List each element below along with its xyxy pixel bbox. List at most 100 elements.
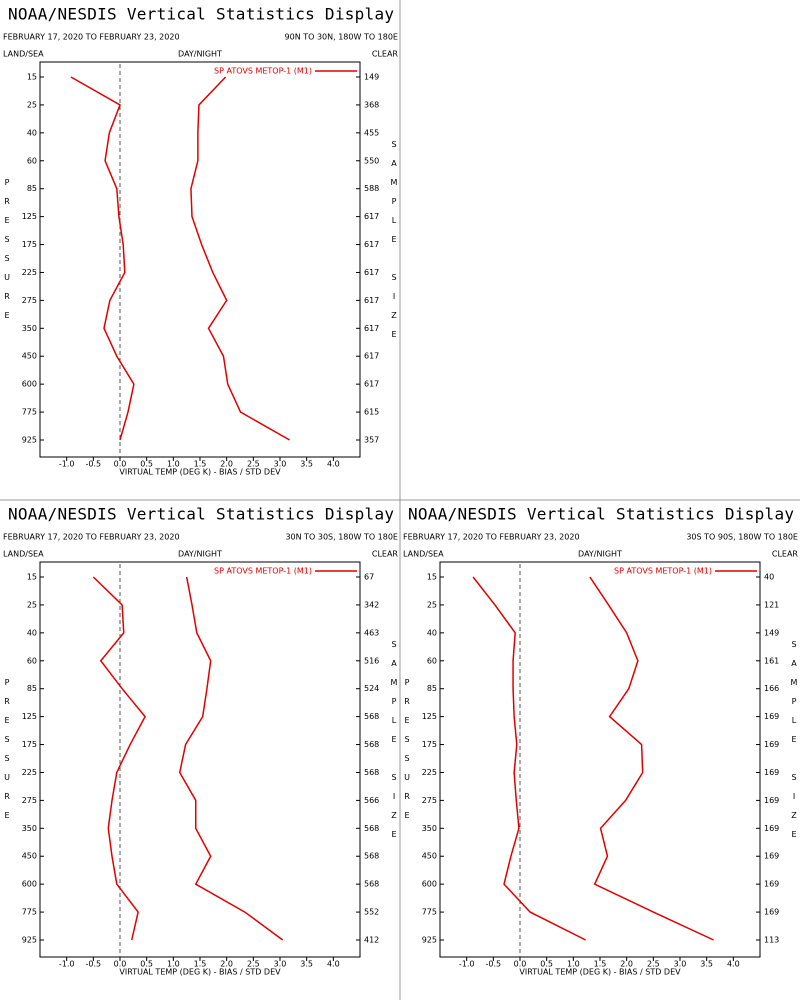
y-tick-label: 600	[422, 880, 437, 889]
sample-size: 588	[364, 184, 379, 193]
x-tick-label: 3.0	[274, 460, 287, 469]
y-tick-label: 40	[27, 128, 37, 137]
sample-size: 113	[764, 936, 779, 945]
date-range: FEBRUARY 17, 2020 TO FEBRUARY 23, 2020	[3, 533, 180, 542]
y-tick-label: 40	[427, 628, 437, 637]
sample-size: 368	[364, 100, 379, 109]
panel: NOAA/NESDIS Vertical Statistics Display F…	[3, 505, 399, 977]
filter-label: LAND/SEA	[403, 550, 444, 559]
x-tick-label: 1.5	[194, 460, 207, 469]
sample-size: 617	[364, 212, 379, 221]
x-tick-label: 0.0	[514, 960, 527, 969]
y-tick-label: 600	[22, 380, 37, 389]
x-tick-label: 1.5	[194, 960, 207, 969]
panel-title: NOAA/NESDIS Vertical Statistics Display	[408, 505, 794, 524]
y-tick-label: 15	[427, 573, 437, 582]
y-tick-label: 925	[22, 436, 37, 445]
x-tick-label: 0.5	[540, 960, 553, 969]
y-tick-label: 275	[422, 796, 437, 805]
sample-size: 169	[764, 796, 779, 805]
y-tick-label: 40	[27, 628, 37, 637]
bias-line	[92, 576, 146, 941]
filter-label: LAND/SEA	[3, 50, 44, 59]
sample-size: 342	[364, 600, 379, 609]
y-tick-label: 85	[27, 184, 37, 193]
y-tick-label: 350	[22, 324, 37, 333]
x-tick-label: 2.0	[220, 460, 233, 469]
sample-size: 568	[364, 824, 379, 833]
panel: NOAA/NESDIS Vertical Statistics Display F…	[3, 5, 399, 477]
y-tick-label: 225	[422, 768, 437, 777]
sample-size: 40	[764, 573, 774, 582]
y-tick-label: 925	[22, 936, 37, 945]
panel-title: NOAA/NESDIS Vertical Statistics Display	[8, 505, 394, 524]
x-axis-label: VIRTUAL TEMP (DEG K) - BIAS / STD DEV	[119, 968, 281, 977]
y-tick-label: 125	[422, 712, 437, 721]
x-tick-label: 3.5	[300, 960, 313, 969]
y-axis-label: PRESSURE	[403, 678, 412, 830]
y-tick-label: 25	[427, 600, 437, 609]
y-tick-label: 85	[27, 684, 37, 693]
region: 30N TO 30S, 180W TO 180E	[285, 533, 398, 542]
sample-size: 524	[364, 684, 379, 693]
y-tick-label: 175	[422, 740, 437, 749]
region: 30S TO 90S, 180W TO 180E	[686, 533, 798, 542]
x-tick-label: -0.5	[86, 960, 102, 969]
date-range: FEBRUARY 17, 2020 TO FEBRUARY 23, 2020	[3, 33, 180, 42]
x-tick-label: -0.5	[86, 460, 102, 469]
y-tick-label: 275	[22, 796, 37, 805]
panel-title: NOAA/NESDIS Vertical Statistics Display	[8, 5, 394, 24]
y-tick-label: 25	[27, 100, 37, 109]
y-tick-label: 85	[427, 684, 437, 693]
y-tick-label: 450	[22, 352, 37, 361]
sample-size: 149	[764, 628, 779, 637]
y-tick-label: 775	[22, 908, 37, 917]
x-tick-label: 1.0	[167, 460, 180, 469]
sample-size: 516	[364, 656, 379, 665]
x-tick-label: 2.5	[647, 960, 660, 969]
sample-size: 568	[364, 712, 379, 721]
y-tick-label: 775	[422, 908, 437, 917]
sample-size: 169	[764, 824, 779, 833]
y-tick-label: 175	[22, 740, 37, 749]
y-axis-label: PRESSURE	[3, 178, 12, 330]
sample-size: 67	[364, 573, 374, 582]
region: 90N TO 30N, 180W TO 180E	[285, 33, 398, 42]
sample-size: 550	[364, 156, 379, 165]
x-tick-label: 2.0	[220, 960, 233, 969]
sample-size: 615	[364, 408, 379, 417]
sample-size: 552	[364, 908, 379, 917]
sample-size: 169	[764, 852, 779, 861]
date-range: FEBRUARY 17, 2020 TO FEBRUARY 23, 2020	[403, 533, 580, 542]
sample-size: 149	[364, 73, 379, 82]
sample-size: 568	[364, 880, 379, 889]
filter-label: CLEAR	[372, 550, 399, 559]
sample-size: 617	[364, 240, 379, 249]
x-tick-label: 2.5	[247, 460, 260, 469]
x-tick-label: -1.0	[459, 960, 475, 969]
sample-size: 169	[764, 908, 779, 917]
x-axis-label: VIRTUAL TEMP (DEG K) - BIAS / STD DEV	[519, 968, 681, 977]
x-tick-label: 1.0	[567, 960, 580, 969]
y-tick-label: 15	[27, 73, 37, 82]
panel: NOAA/NESDIS Vertical Statistics Display F…	[403, 505, 799, 977]
y2-axis-label: SAMPLE SIZE	[390, 640, 399, 849]
y-tick-label: 60	[27, 656, 37, 665]
filter-label: CLEAR	[372, 50, 399, 59]
legend-label: SP ATOVS METOP-1 (M1)	[614, 567, 712, 576]
y-tick-label: 125	[22, 712, 37, 721]
sample-size: 169	[764, 880, 779, 889]
y2-axis-label: SAMPLE SIZE	[390, 140, 399, 349]
x-tick-label: 1.5	[594, 960, 607, 969]
filter-label: LAND/SEA	[3, 550, 44, 559]
sample-size: 161	[764, 656, 779, 665]
sample-size: 566	[364, 796, 379, 805]
x-tick-label: 3.5	[300, 460, 313, 469]
x-tick-label: 2.5	[247, 960, 260, 969]
x-tick-label: 4.0	[327, 960, 340, 969]
bias-line	[70, 76, 135, 441]
x-axis-label: VIRTUAL TEMP (DEG K) - BIAS / STD DEV	[119, 468, 281, 477]
x-tick-label: 3.5	[700, 960, 713, 969]
